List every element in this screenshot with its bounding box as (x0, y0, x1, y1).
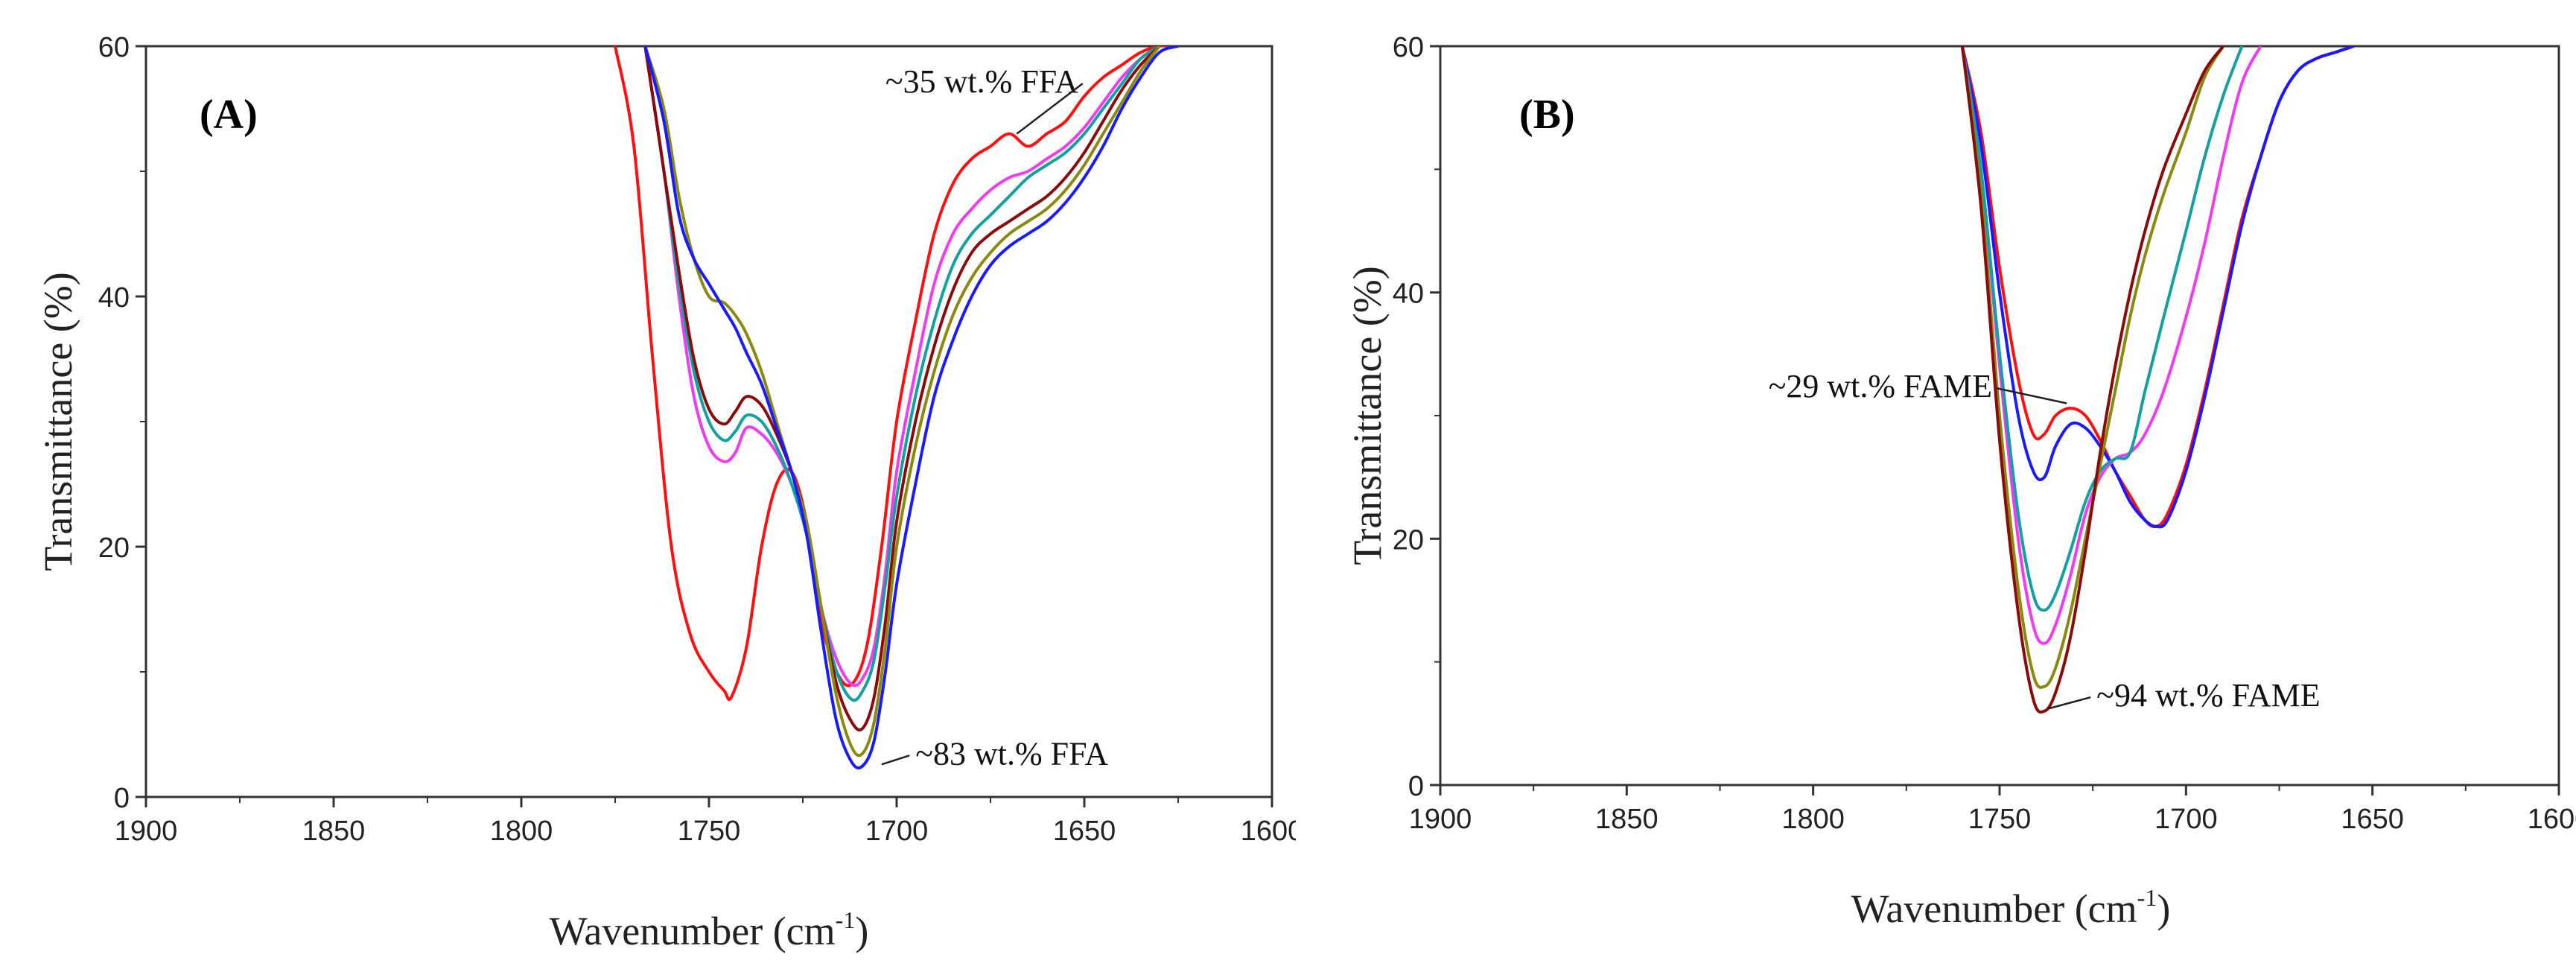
series-line (1960, 46, 2225, 689)
x-tick-label: 1800 (490, 816, 553, 847)
y-axis-title: Transmittance (%) (36, 272, 80, 571)
annotation-label: ~83 wt.% FFA (915, 735, 1108, 772)
chart-panel-b: 1900 1850 1800 1750 1700 1650 1600 0 20 40 60 ~29 … (1345, 32, 2576, 931)
series-line (1960, 46, 2224, 714)
series-line (614, 46, 1178, 702)
x-tick-label: 1900 (1409, 804, 1472, 835)
annotation-leader (1996, 387, 2067, 404)
annotation-label: ~29 wt.% FAME (1769, 368, 1992, 404)
y-tick-label: 20 (1393, 524, 1424, 556)
axis-ticks: 1900 1850 1800 1750 1700 1650 1600 0 20 40 60 (98, 32, 1296, 847)
series-line (1960, 46, 2355, 529)
series-lines (1960, 46, 2355, 714)
annotation-leader (1016, 83, 1084, 135)
panel-label: (B) (1519, 92, 1575, 138)
series-line (643, 46, 1160, 687)
x-tick-label: 1600 (1241, 816, 1296, 847)
y-tick-label: 0 (114, 783, 130, 814)
y-axis-title: Transmittance (%) (1345, 266, 1390, 565)
series-line (1960, 46, 2355, 529)
x-tick-label: 1750 (1968, 804, 2032, 835)
x-tick-label: 1800 (1781, 804, 1845, 835)
x-axis-title: Wavenumber (cm-1) (550, 906, 869, 953)
x-tick-label: 1650 (1053, 816, 1116, 847)
y-tick-label: 60 (98, 32, 130, 63)
x-tick-label: 1750 (678, 816, 741, 847)
y-tick-label: 60 (1393, 32, 1424, 63)
series-line (643, 46, 1161, 757)
x-tick-label: 1600 (2528, 804, 2576, 835)
x-tick-label: 1650 (2341, 804, 2404, 835)
annotations: ~35 wt.% FFA ~83 wt.% FFA (881, 63, 1108, 772)
series-line (643, 46, 1179, 770)
series-line (1960, 46, 2244, 612)
x-tick-label: 1700 (2154, 804, 2218, 835)
y-tick-label: 40 (98, 282, 130, 314)
chart-panel-a: 1900 1850 1800 1750 1700 1650 1600 0 20 40 60 ~35 … (36, 32, 1296, 953)
annotation-leader (2047, 696, 2091, 710)
annotation-label: ~35 wt.% FFA (885, 63, 1078, 100)
x-tick-label: 1700 (865, 816, 929, 847)
y-tick-label: 20 (98, 533, 130, 564)
x-tick-label: 1900 (115, 816, 178, 847)
x-tick-label: 1850 (1595, 804, 1659, 835)
panel-label: (A) (200, 92, 258, 138)
series-line (643, 46, 1161, 732)
y-tick-label: 40 (1393, 279, 1424, 310)
y-tick-label: 0 (1408, 771, 1424, 802)
axis-ticks: 1900 1850 1800 1750 1700 1650 1600 0 20 40 60 (1393, 32, 2576, 835)
series-lines (614, 46, 1179, 770)
annotation-leader (881, 755, 910, 766)
series-line (643, 46, 1160, 702)
x-axis-title: Wavenumber (cm-1) (1851, 884, 2171, 931)
annotation-label: ~94 wt.% FAME (2096, 677, 2320, 714)
x-tick-label: 1850 (302, 816, 366, 847)
annotations: ~29 wt.% FAME ~94 wt.% FAME (1769, 368, 2321, 714)
